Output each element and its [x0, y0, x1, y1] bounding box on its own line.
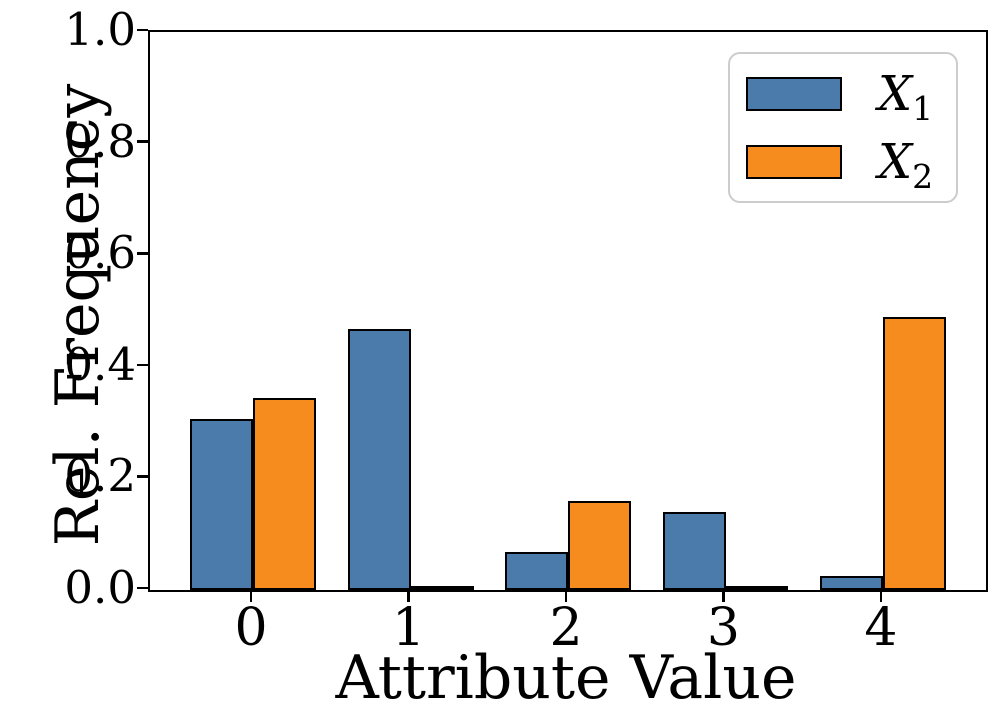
y-tick-label-0.6: 0.6: [64, 226, 136, 280]
y-tick-mark-0.2: [137, 475, 148, 478]
legend: X1 X2: [728, 52, 958, 203]
legend-label-x1-base: X: [878, 65, 913, 122]
legend-entry-x2: X2: [746, 138, 956, 193]
legend-label-x2-sub: 2: [912, 156, 934, 196]
legend-entry-x1: X1: [746, 70, 956, 125]
bar-x2-cat4: [882, 316, 946, 590]
bar-x2-cat0: [253, 398, 317, 590]
y-tick-label-1.0: 1.0: [64, 3, 136, 56]
x-axis-label: Attribute Value: [335, 643, 797, 713]
bar-x1-cat4: [819, 576, 883, 590]
y-tick-label-0.0: 0.0: [64, 561, 136, 614]
y-tick-mark-0.8: [137, 140, 148, 143]
x-tick-mark-0: [249, 590, 253, 602]
x-tick-label-0: 0: [234, 598, 268, 658]
y-tick-mark-0.4: [137, 363, 148, 367]
x-tick-label-2: 2: [549, 598, 583, 658]
y-tick-label-0.4: 0.4: [64, 337, 136, 391]
x-tick-mark-2: [564, 590, 568, 602]
x-tick-label-3: 3: [706, 598, 740, 658]
bar-x1-cat1: [347, 329, 411, 590]
y-tick-label-0.8: 0.8: [64, 114, 136, 168]
y-tick-mark-0.0: [137, 586, 148, 590]
y-axis-label: Rel. Frequency: [43, 83, 113, 547]
x-tick-mark-1: [407, 590, 410, 602]
bar-x1-cat2: [505, 551, 568, 590]
x-tick-mark-3: [722, 590, 725, 602]
bar-x2-cat1: [410, 585, 474, 590]
legend-label-x2-base: X: [878, 133, 913, 190]
x-tick-label-1: 1: [392, 598, 426, 658]
legend-swatch-x2: [746, 144, 842, 179]
bar-x1-cat0: [190, 419, 254, 590]
y-tick-label-0.2: 0.2: [64, 449, 136, 503]
bar-x1-cat3: [662, 512, 726, 590]
legend-swatch-x1: [746, 76, 842, 111]
bar-x2-cat2: [568, 500, 631, 590]
x-tick-mark-4: [879, 590, 883, 602]
bar-x2-cat3: [725, 586, 789, 590]
plot-area: [148, 30, 988, 592]
x-tick-label-4: 4: [864, 598, 898, 658]
y-tick-mark-1.0: [137, 28, 148, 32]
y-tick-mark-0.6: [137, 252, 148, 255]
legend-label-x1: X1: [878, 70, 933, 125]
legend-label-x1-sub: 1: [912, 88, 934, 128]
legend-label-x2: X2: [878, 138, 933, 193]
